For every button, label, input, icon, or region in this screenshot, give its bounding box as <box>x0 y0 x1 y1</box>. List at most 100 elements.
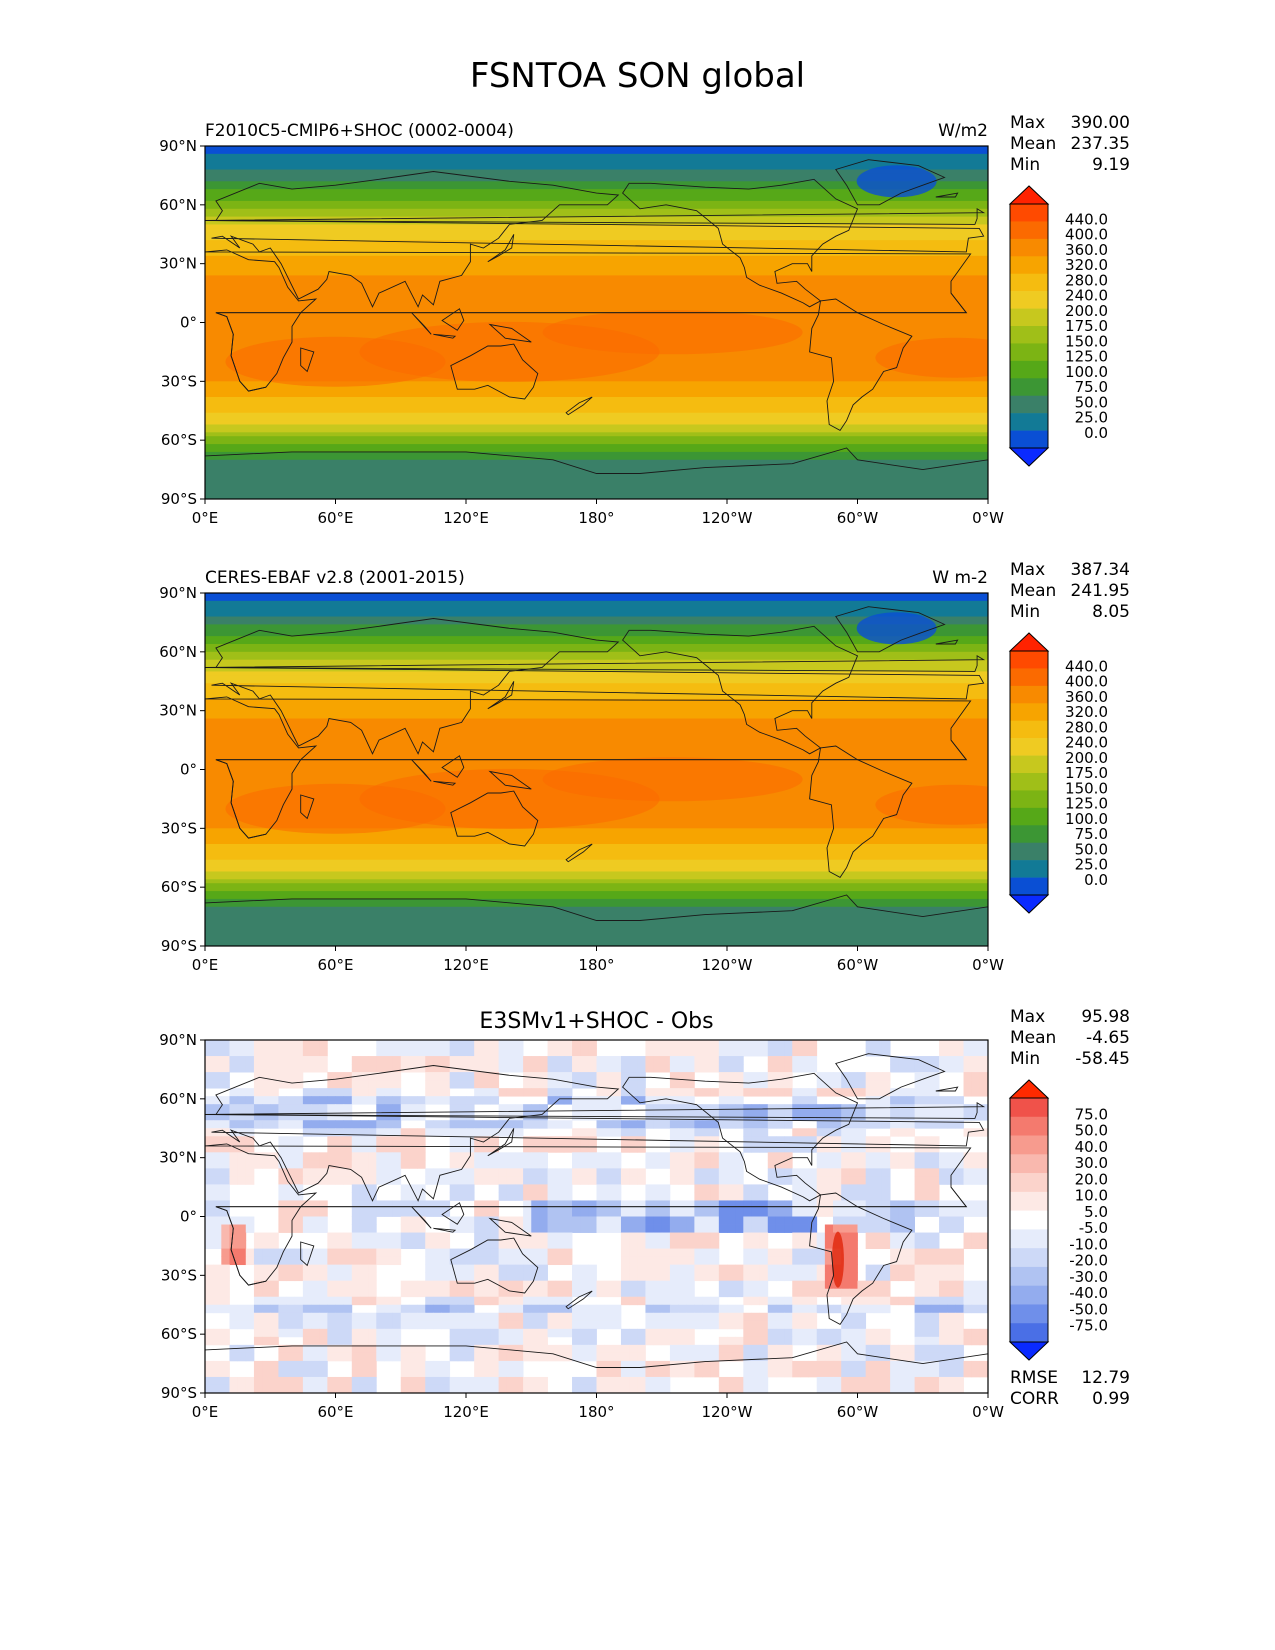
contour-band <box>205 714 988 720</box>
contour-cell <box>213 1328 222 1338</box>
contour-cell <box>620 1056 630 1065</box>
contour-cell <box>914 1312 924 1322</box>
contour-cell <box>482 1264 491 1274</box>
contour-cell <box>466 1344 475 1354</box>
contour-cell <box>873 1240 883 1249</box>
contour-cell <box>808 1112 818 1121</box>
contour-band <box>205 173 988 178</box>
contour-cell <box>881 1176 891 1185</box>
contour-cell <box>229 1248 239 1258</box>
contour-cell <box>784 1160 793 1169</box>
contour-cell <box>351 1184 361 1193</box>
colorbar-label: 200.0 <box>1065 302 1108 320</box>
contour-cell <box>727 1168 736 1177</box>
contour-cell <box>669 1304 679 1314</box>
contour-cell <box>710 1352 720 1362</box>
contour-cell <box>368 1184 377 1193</box>
stat-label-max: Max <box>1010 113 1045 133</box>
contour-cell <box>645 1040 654 1049</box>
contour-cell <box>302 1320 312 1330</box>
contour-cell <box>653 1160 663 1169</box>
contour-cell <box>841 1296 850 1306</box>
contour-cell <box>286 1328 296 1338</box>
contour-cell <box>506 1352 516 1362</box>
contour-cell <box>237 1104 247 1113</box>
contour-cell <box>482 1336 491 1346</box>
contour-cell <box>457 1096 467 1105</box>
contour-cell <box>939 1368 948 1378</box>
contour-cell <box>572 1072 581 1081</box>
map-field <box>205 1040 988 1393</box>
contour-cell <box>270 1120 279 1129</box>
contour-cell <box>604 1312 614 1322</box>
contour-cell <box>572 1136 581 1145</box>
contour-cell <box>759 1384 769 1393</box>
contour-cell <box>881 1096 891 1105</box>
contour-cell <box>262 1272 271 1282</box>
contour-cell <box>555 1080 565 1089</box>
contour-band <box>205 428 988 433</box>
contour-cell <box>735 1224 744 1233</box>
contour-cell <box>637 1200 646 1209</box>
contour-cell <box>890 1360 899 1370</box>
contour-cell <box>939 1352 948 1362</box>
contour-cell <box>612 1224 622 1233</box>
contour-cell <box>800 1128 809 1137</box>
contour-cell <box>947 1296 956 1306</box>
contour-cell <box>686 1312 695 1322</box>
contour-cell <box>743 1336 752 1346</box>
contour-cell <box>555 1064 565 1073</box>
contour-cell <box>637 1336 646 1346</box>
contour-cell <box>392 1136 402 1145</box>
contour-cell <box>947 1256 956 1266</box>
contour-cell <box>963 1072 973 1081</box>
contour-cell <box>449 1040 459 1049</box>
contour-cell <box>947 1160 956 1169</box>
contour-cell <box>237 1352 247 1362</box>
contour-cell <box>474 1344 483 1354</box>
contour-cell <box>417 1184 426 1193</box>
contour-cell <box>767 1256 777 1266</box>
coastline <box>205 1102 986 1119</box>
contour-cell <box>368 1136 377 1145</box>
contour-cell <box>376 1304 385 1314</box>
contour-cell <box>784 1176 793 1185</box>
contour-cell <box>759 1256 769 1266</box>
contour-cell <box>555 1280 565 1290</box>
contour-cell <box>800 1232 809 1241</box>
contour-cell <box>743 1328 752 1338</box>
contour-cell <box>506 1336 516 1346</box>
contour-cell <box>841 1112 850 1121</box>
contour-cell <box>792 1328 801 1338</box>
contour-cell <box>433 1384 442 1393</box>
contour-cell <box>506 1104 516 1113</box>
contour-cell <box>270 1088 279 1097</box>
contour-cell <box>857 1312 867 1322</box>
contour-cell <box>425 1376 434 1386</box>
contour-cell <box>343 1336 353 1346</box>
contour-cell <box>661 1240 671 1249</box>
contour-cell <box>262 1040 271 1049</box>
contour-cell <box>767 1304 777 1314</box>
contour-cell <box>930 1088 940 1097</box>
contour-cell <box>881 1232 891 1241</box>
contour-cell <box>922 1144 932 1153</box>
contour-cell <box>735 1184 744 1193</box>
contour-band <box>205 694 988 700</box>
contour-cell <box>417 1104 426 1113</box>
contour-cell <box>237 1064 247 1073</box>
contour-cell <box>376 1120 385 1129</box>
contour-cell <box>629 1352 638 1362</box>
contour-cell <box>775 1136 785 1145</box>
contour-cell <box>229 1352 239 1362</box>
contour-cell <box>482 1344 491 1354</box>
contour-cell <box>343 1152 353 1161</box>
contour-cell <box>392 1200 402 1209</box>
contour-cell <box>547 1080 557 1089</box>
contour-cell <box>213 1304 222 1314</box>
contour-cell <box>971 1048 981 1057</box>
contour-band <box>205 675 988 680</box>
contour-cell <box>531 1208 540 1217</box>
contour-cell <box>278 1208 287 1217</box>
contour-cell <box>678 1104 687 1113</box>
